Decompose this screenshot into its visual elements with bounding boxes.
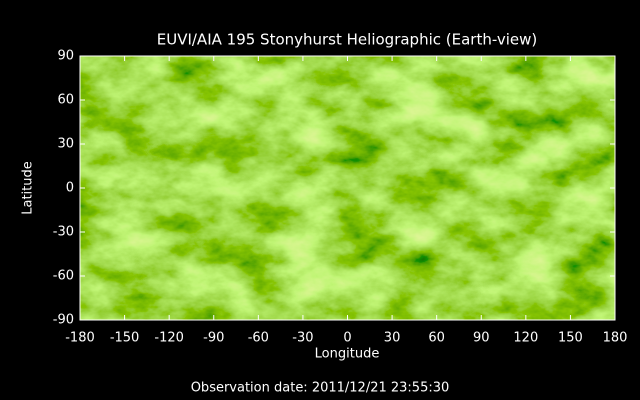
y-tick-label: 60 [57, 93, 74, 108]
x-axis-label: Longitude [315, 347, 380, 362]
x-tick-label: 90 [473, 331, 490, 346]
y-tick-label: 90 [57, 49, 74, 64]
footer: Observation date: 2011/12/21 23:55:30 [191, 381, 450, 396]
map-texture [80, 56, 615, 320]
x-tick-label: 120 [513, 331, 538, 346]
x-tick-label: -180 [65, 331, 95, 346]
x-tick-label: -120 [154, 331, 184, 346]
x-tick-label: 30 [384, 331, 401, 346]
y-axis-label: Latitude [21, 161, 36, 215]
y-tick-label: -60 [53, 269, 74, 284]
y-tick-label: -30 [53, 225, 74, 240]
x-tick-label: -30 [292, 331, 313, 346]
x-tick-label: 150 [558, 331, 583, 346]
x-tick-label: 0 [343, 331, 351, 346]
x-tick-label: -90 [203, 331, 224, 346]
x-tick-label: -150 [110, 331, 140, 346]
y-tick-label: -90 [53, 313, 74, 328]
chart-title: EUVI/AIA 195 Stonyhurst Heliographic (Ea… [157, 31, 538, 49]
x-tick-label: -60 [248, 331, 269, 346]
y-tick-label: 0 [66, 181, 74, 196]
x-tick-label: 180 [603, 331, 628, 346]
x-tick-label: 60 [428, 331, 445, 346]
y-tick-label: 30 [57, 137, 74, 152]
